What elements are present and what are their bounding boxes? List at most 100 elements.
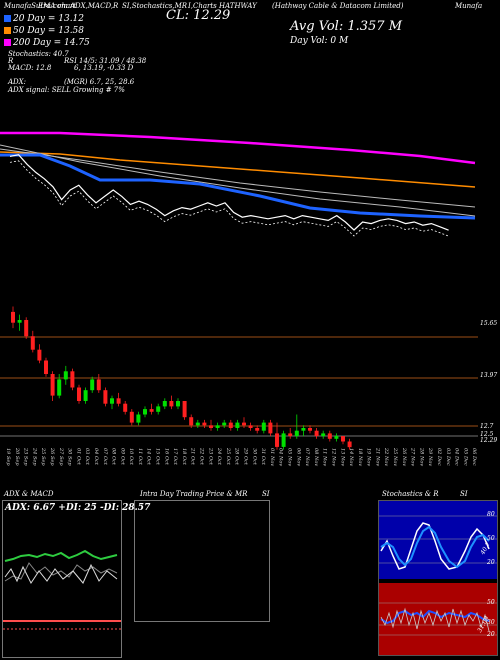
date-tick-label: 22 Nov bbox=[383, 447, 389, 466]
date-tick-label: 31 Oct bbox=[260, 448, 266, 466]
stoch-label: SI,Stochastics,MR bbox=[122, 2, 188, 10]
price-levels: 15.65 13.97 12.712.512.29 bbox=[0, 320, 497, 444]
candle-body bbox=[255, 428, 260, 431]
adx-macd-panel: ADX: 6.67 +DI: 25 -DI: 28.57 bbox=[2, 500, 150, 658]
date-tick-label: 14 Nov bbox=[348, 448, 354, 466]
date-tick-label: 08 Nov bbox=[313, 448, 319, 466]
date-tick-label: 30 Oct bbox=[251, 448, 257, 466]
candle-body bbox=[275, 433, 279, 447]
candle-body bbox=[235, 422, 240, 428]
candle-body bbox=[182, 401, 187, 418]
stoch-level-80: 80 bbox=[487, 511, 495, 518]
candle-body bbox=[242, 422, 246, 426]
candle-body bbox=[57, 379, 62, 396]
date-tick-label: 19 Sep bbox=[5, 448, 11, 466]
stoch-rsi-chart bbox=[379, 501, 497, 655]
candle-body bbox=[268, 422, 273, 434]
date-tick-label: 07 Nov bbox=[304, 448, 310, 466]
date-tick-label: 08 Oct bbox=[111, 448, 117, 466]
date-tick-label: 29 Nov bbox=[427, 447, 433, 466]
stoch-rsi-panel: 80 50 20 40.7 50 30 20 31.09 bbox=[378, 500, 498, 656]
date-tick-label: 21 Oct bbox=[190, 447, 196, 466]
stoch-si-label: SI bbox=[460, 490, 468, 498]
candle-body bbox=[248, 425, 253, 428]
candle-body bbox=[215, 425, 220, 428]
date-tick-label: 13 Nov bbox=[339, 448, 345, 466]
price-level-label: 12.5 bbox=[480, 431, 494, 438]
date-tick-label: 18 Nov bbox=[357, 448, 363, 466]
candle-body bbox=[110, 398, 114, 404]
candle-body bbox=[222, 422, 227, 426]
date-tick-label: 19 Nov bbox=[366, 448, 372, 466]
date-tick-label: 18 Oct bbox=[181, 448, 187, 466]
date-tick-label: 02 Dec bbox=[436, 448, 442, 466]
r-label: R bbox=[8, 57, 14, 65]
date-tick-label: 15 Oct bbox=[155, 448, 161, 466]
date-tick-label: 14 Oct bbox=[146, 448, 152, 466]
date-tick-label: 06 Nov bbox=[295, 448, 301, 466]
date-tick-label: 16 Oct bbox=[163, 448, 169, 466]
candle-body bbox=[143, 409, 147, 415]
date-tick-label: 26 Nov bbox=[401, 447, 407, 466]
candle-body bbox=[321, 433, 326, 437]
candle-body bbox=[149, 409, 154, 412]
candle-body bbox=[308, 428, 312, 431]
date-tick-label: 22 Oct bbox=[199, 447, 205, 466]
price-level-label: 12.7 bbox=[480, 423, 494, 430]
ema-label: EMA chart bbox=[38, 2, 77, 10]
date-tick-label: 26 Sep bbox=[49, 447, 55, 466]
company-label: (Hathway Cable & Datacom Limited) bbox=[272, 2, 404, 10]
date-tick-label: 29 Oct bbox=[243, 447, 249, 466]
candle-body bbox=[11, 311, 15, 323]
candle-body bbox=[77, 387, 81, 401]
candle-body bbox=[44, 360, 48, 374]
ema-line-2 bbox=[0, 148, 476, 208]
date-tick-label: 21 Nov bbox=[374, 447, 380, 466]
candle-body bbox=[96, 379, 101, 391]
candle-body bbox=[202, 422, 207, 426]
close-line bbox=[9, 154, 449, 231]
stoch-level-20: 20 bbox=[487, 559, 495, 566]
stoch-level-50: 50 bbox=[487, 535, 495, 542]
candle-body bbox=[301, 428, 306, 431]
candle-body bbox=[314, 430, 319, 437]
candle-body bbox=[17, 320, 22, 323]
stoch-panel-title: Stochastics & R bbox=[382, 490, 439, 498]
date-tick-label: 04 Dec bbox=[454, 448, 460, 466]
candle-body bbox=[37, 349, 42, 361]
date-tick-label: 09 Oct bbox=[119, 448, 125, 466]
date-axis: 19 Sep 20 Sep 23 Sep 24 Sep 25 Sep 26 Sep 27 S… bbox=[5, 447, 477, 466]
candle-body bbox=[281, 433, 286, 447]
stochastics-reading: Stochastics: 40.7 bbox=[8, 50, 69, 58]
candles bbox=[11, 306, 352, 450]
candle-body bbox=[341, 436, 345, 442]
adx-signal: ADX signal: SELL Growing # 7% bbox=[8, 86, 125, 94]
candle-body bbox=[228, 422, 233, 428]
candle-body bbox=[195, 422, 200, 426]
date-tick-label: 03 Dec bbox=[445, 448, 451, 466]
munafa-label: Munafa bbox=[455, 2, 483, 10]
site-label: MunafaSutra.com bbox=[4, 2, 68, 10]
date-tick-label: 25 Nov bbox=[392, 447, 398, 466]
ema-20-swatch bbox=[4, 15, 11, 22]
candle-body bbox=[123, 403, 128, 412]
ema-50-swatch bbox=[4, 27, 11, 34]
date-tick-label: 28 Oct bbox=[234, 447, 240, 466]
ema-line-0 bbox=[0, 131, 476, 165]
date-tick-label: 05 Nov bbox=[286, 448, 292, 466]
ema-20-legend: 20 Day = 13.12 bbox=[4, 14, 84, 24]
date-tick-label: 24 Oct bbox=[216, 447, 222, 466]
ema-50-legend: 50 Day = 13.58 bbox=[4, 26, 84, 36]
date-tick-label: 11 Oct bbox=[137, 448, 143, 466]
intraday-si-label: SI bbox=[262, 490, 270, 498]
candle-body bbox=[103, 390, 108, 404]
candle-body bbox=[129, 411, 134, 423]
date-tick-label: 01 Oct bbox=[75, 448, 81, 466]
price-level-label: 13.97 bbox=[480, 372, 497, 379]
date-tick-label: 25 Oct bbox=[225, 447, 231, 466]
adx-label: ADX: bbox=[8, 78, 27, 86]
date-tick-label: 01 Nov bbox=[269, 448, 275, 466]
candle-body bbox=[176, 401, 180, 407]
ema-200-legend: 200 Day = 14.75 bbox=[4, 38, 90, 48]
adx-lines bbox=[3, 549, 121, 630]
